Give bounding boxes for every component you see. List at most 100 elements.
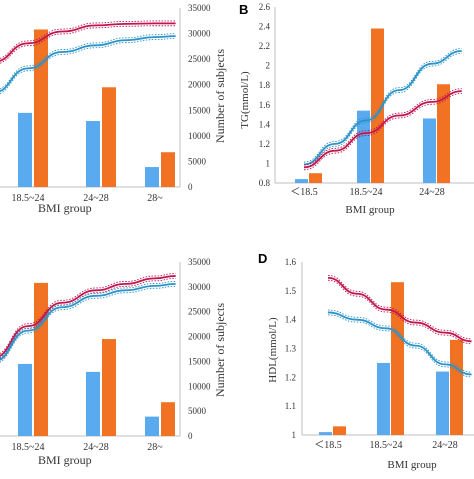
x-tick-label: 24~28 — [419, 187, 444, 198]
red-trend-line — [0, 22, 176, 62]
y-tick-label: 1.2 — [285, 372, 296, 382]
bar-blue — [86, 121, 100, 187]
y-tick-label: 25000 — [188, 54, 211, 64]
y-tick-label: 10000 — [188, 131, 211, 141]
y-tick-label: 20000 — [188, 80, 211, 90]
bar-orange — [437, 84, 450, 183]
blue-trend-line — [303, 50, 462, 166]
y-tick-label: 1.8 — [259, 80, 271, 90]
bar-blue — [377, 362, 390, 435]
x-tick-label: 28~ — [147, 193, 163, 204]
red-trend-ci — [0, 25, 176, 64]
bar-orange — [102, 87, 116, 187]
y-tick-label: 2.6 — [259, 2, 271, 12]
blue-trend-ci — [0, 285, 176, 363]
red-trend-line — [327, 276, 472, 343]
red-trend-ci — [327, 275, 472, 340]
blue-trend-ci — [0, 38, 176, 95]
blue-trend-ci — [0, 281, 176, 358]
x-tick-label: ＜18.5 — [290, 187, 318, 198]
y-axis-label: Number of subjects — [213, 49, 227, 143]
panel-c: BMI group Number of subjects 0 5000 10000 1… — [0, 257, 227, 467]
bar-blue — [295, 179, 308, 183]
bar-blue — [357, 110, 370, 183]
blue-trend-ci — [303, 48, 462, 163]
y-tick-label: 1.6 — [285, 257, 297, 267]
red-trend-ci — [0, 273, 176, 354]
y-tick-label: 1.5 — [285, 286, 297, 296]
x-axis-label: BMI group — [345, 204, 395, 216]
red-trend-ci — [0, 277, 176, 359]
bar-blue — [436, 371, 449, 435]
x-tick-label: ＜18.5 — [314, 440, 342, 451]
x-tick-label: 18.5~24 — [12, 442, 45, 453]
bar-blue — [145, 416, 159, 436]
panel-a: BMI group Number of subjects 0 5000 10000 1… — [0, 3, 227, 215]
x-tick-label: 24~28 — [432, 440, 457, 451]
blue-trend-ci — [327, 309, 472, 373]
red-trend-line — [0, 275, 176, 357]
x-tick-label: 24~28 — [83, 193, 108, 204]
blue-trend-line — [0, 282, 176, 361]
bar-orange — [391, 282, 404, 435]
blue-trend-ci — [327, 314, 472, 378]
bar-blue — [145, 167, 159, 187]
bar-orange — [450, 339, 463, 435]
x-axis-label: BMI group — [387, 459, 437, 471]
y-tick-label: 15000 — [188, 105, 211, 115]
red-trend-ci — [327, 279, 472, 345]
blue-trend-ci — [0, 33, 176, 90]
bar-blue — [18, 363, 32, 436]
y-tick-label: 5000 — [188, 156, 207, 166]
y-tick-label: 30000 — [188, 29, 211, 39]
panel-letter: D — [258, 251, 267, 266]
bar-blue — [319, 432, 332, 435]
y-tick-label: 1.4 — [285, 315, 297, 325]
y-tick-label: 0.8 — [259, 178, 271, 188]
y-tick-label: 30000 — [188, 282, 211, 292]
y-tick-label: 1.3 — [285, 344, 297, 354]
y-tick-label: 35000 — [188, 257, 211, 267]
panel-letter: B — [239, 2, 248, 17]
y-tick-label: 2.4 — [259, 22, 271, 32]
y-tick-label: 0 — [188, 182, 193, 192]
y-tick-label: 10000 — [188, 381, 211, 391]
x-axis-label: BMI group — [38, 453, 92, 467]
bar-orange — [34, 29, 48, 188]
bar-blue — [423, 118, 436, 183]
panel-b: B BMI group TG(mmol/L) 0.8 1 1.2 1.4 1.6 1.8 2… — [239, 2, 474, 216]
x-tick-label: 18.5~24 — [350, 187, 383, 198]
y-tick-label: 1 — [292, 430, 297, 440]
bar-orange — [34, 282, 48, 436]
y-tick-label: 2.2 — [259, 41, 270, 51]
x-tick-label: 28~ — [147, 442, 163, 453]
y-axis-label: HDL(mmol/L) — [267, 317, 279, 383]
x-tick-label: 18.5~24 — [12, 193, 45, 204]
blue-trend-line — [327, 311, 472, 376]
y-tick-label: 15000 — [188, 356, 211, 366]
bar-orange — [102, 339, 116, 436]
bar-orange — [333, 426, 346, 435]
y-tick-label: 35000 — [188, 3, 211, 13]
bar-blue — [86, 371, 100, 436]
y-tick-label: 5000 — [188, 406, 207, 416]
y-tick-label: 1.6 — [259, 100, 271, 110]
y-axis-label: TG(mmol/L) — [239, 71, 251, 129]
y-tick-label: 25000 — [188, 307, 211, 317]
blue-trend-ci — [303, 52, 462, 168]
y-axis-label: Number of subjects — [213, 303, 227, 397]
panel-d: D BMI group HDL(mmol/L) 1 1.1 1.2 1.3 1.4 1.5… — [258, 251, 474, 471]
x-tick-label: 18.5~24 — [370, 440, 403, 451]
red-trend-ci — [0, 20, 176, 59]
y-tick-label: 1.1 — [285, 401, 296, 411]
y-tick-label: 1.2 — [259, 139, 270, 149]
y-tick-label: 20000 — [188, 332, 211, 342]
bar-orange — [309, 173, 322, 183]
red-trend-line — [303, 90, 462, 169]
y-tick-label: 2 — [266, 61, 271, 71]
y-tick-label: 1 — [266, 158, 271, 168]
bar-orange — [161, 402, 175, 436]
x-tick-label: 24~28 — [83, 442, 108, 453]
blue-trend-line — [0, 35, 176, 93]
